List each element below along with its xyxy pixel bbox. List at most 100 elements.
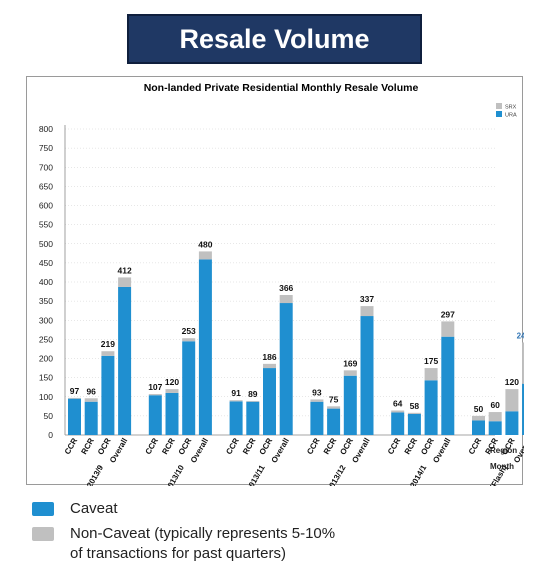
bar-ura [360,316,374,435]
y-tick-label: 550 [39,220,53,230]
region-tick-label: CCR [63,436,80,456]
y-tick-label: 500 [39,239,53,249]
bar-value-label: 169 [343,358,357,368]
y-tick-label: 50 [44,411,54,421]
x-axis-label-region: Region [490,446,517,455]
non-caveat-swatch [32,527,54,541]
bar-ura [165,392,179,435]
bar-srx [263,363,276,369]
y-tick-label: 450 [39,258,53,268]
y-tick-label: 400 [39,277,53,287]
region-tick-label: CCR [386,436,403,456]
y-tick-label: 600 [39,201,53,211]
bar-srx [84,398,98,402]
bar-srx [68,397,81,399]
resale-volume-chart: Non-landed Private Residential Monthly R… [39,82,524,486]
bar-ura [488,421,502,435]
region-tick-label: CCR [467,436,484,456]
region-tick-label: RCR [79,436,96,456]
bar-value-label: 120 [505,377,519,387]
region-tick-label: OCR [258,436,275,456]
legend-non-caveat-line1: Non-Caveat (typically represents 5-10% [70,525,336,542]
region-tick-label: RCR [160,436,177,456]
bar-srx [360,306,374,317]
y-tick-label: 150 [39,373,53,383]
y-tick-label: 100 [39,392,53,402]
bar-value-label: 58 [410,401,420,411]
bar-ura [391,412,405,435]
bar-value-label: 93 [312,387,322,397]
bar-srx [165,389,179,393]
bar-value-label: 186 [262,352,276,362]
banner-title: Resale Volume [179,23,370,54]
bar-srx [488,412,502,422]
bar-srx [424,368,438,381]
title-banner: Resale Volume [127,14,422,64]
bar-ura [101,355,115,435]
bar-ura [148,395,162,435]
bar-srx [182,338,196,342]
bar-value-label: 75 [329,394,339,404]
chart-title: Non-landed Private Residential Monthly R… [144,82,419,94]
y-tick-label: 0 [48,430,53,440]
bar-srx [310,399,324,402]
bar-value-label: 107 [148,382,162,392]
bar-value-label: 97 [70,386,80,396]
y-tick-label: 750 [39,143,53,153]
bar-value-label: 96 [86,386,96,396]
region-tick-label: RCR [403,436,420,456]
bar-ura [279,303,293,435]
bar-srx [522,342,524,384]
bar-ura [198,259,212,435]
y-tick-label: 350 [39,296,53,306]
bar-value-label: 242[E] [517,331,524,340]
month-tick-label: 2013/10 [164,463,187,486]
bar-ura [68,398,81,435]
month-tick-label: 2013/11 [245,463,267,486]
bar-srx [246,400,260,402]
legend-non-caveat-line2: of transactions for past quarters) [70,545,286,562]
legend-label-ura: URA [505,113,517,119]
bar-value-label: 91 [231,388,241,398]
chart-frame: Non-landed Private Residential Monthly R… [26,76,524,486]
legend-swatch-ura [496,111,502,117]
bar-ura [327,408,341,435]
bar-value-label: 337 [360,294,374,304]
bar-value-label: 219 [101,339,115,349]
bar-value-label: 412 [118,265,132,275]
bar-ura [343,375,357,435]
bar-ura [310,401,324,435]
legend-label-srx: SRX [505,105,517,111]
bar-srx [118,277,132,287]
bar-value-label: 60 [490,400,500,410]
y-tick-label: 650 [39,181,53,191]
bar-srx [391,410,405,413]
bar-value-label: 297 [441,309,455,319]
bar-value-label: 366 [279,283,293,293]
bar-ura [505,411,519,435]
region-tick-label: OCR [338,436,355,456]
y-tick-label: 700 [39,162,53,172]
bar-srx [148,394,162,396]
y-tick-label: 800 [39,124,53,134]
bar-srx [198,251,212,260]
bar-ura [522,383,524,435]
bar-ura [229,401,243,435]
bar-srx [279,295,293,304]
bar-srx [407,412,421,414]
region-tick-label: OCR [96,436,113,456]
region-tick-label: OCR [419,436,436,456]
bar-value-label: 50 [474,404,484,414]
bar-value-label: 64 [393,399,403,409]
bar-value-label: 175 [424,356,438,366]
bar-srx [343,370,357,376]
bar-ura [182,341,196,435]
bar-ura [118,286,132,435]
bar-ura [472,420,485,435]
region-tick-label: CCR [144,436,161,456]
bar-value-label: 480 [198,239,212,249]
region-tick-label: RCR [322,436,339,456]
bar-ura [263,368,276,435]
bar-value-label: 253 [182,326,196,336]
bar-srx [229,400,243,402]
